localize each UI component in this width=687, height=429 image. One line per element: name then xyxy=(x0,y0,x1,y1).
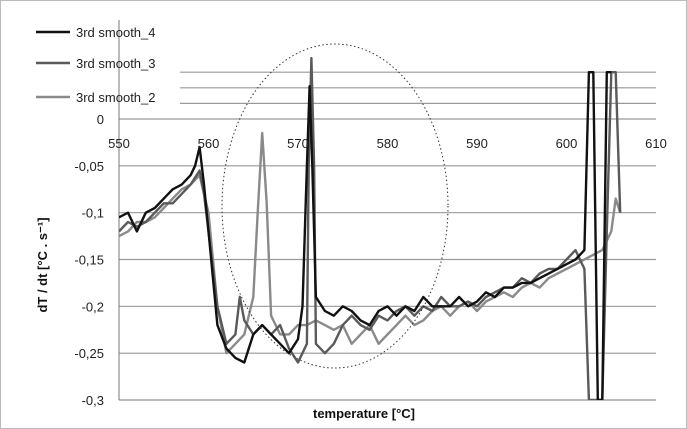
y-axis-title: dT / dt [°C . s⁻¹] xyxy=(35,217,50,312)
y-tick-label: -0,25 xyxy=(74,346,104,361)
y-tick-label: -0,15 xyxy=(74,253,104,268)
x-axis-title: temperature [°C] xyxy=(313,406,415,421)
y-tick-label: -0,05 xyxy=(74,159,104,174)
x-tick-label: 590 xyxy=(466,136,488,151)
x-tick-label: 610 xyxy=(645,136,667,151)
x-tick-label: 560 xyxy=(198,136,220,151)
legend-label: 3rd smooth_4 xyxy=(76,25,156,40)
legend-label: 3rd smooth_2 xyxy=(76,90,156,105)
x-tick-label: 570 xyxy=(287,136,309,151)
x-tick-label: 550 xyxy=(108,136,130,151)
x-tick-label: 600 xyxy=(556,136,578,151)
y-tick-label: 0 xyxy=(97,112,104,127)
series-lines xyxy=(119,56,622,400)
axes xyxy=(118,20,656,401)
y-tick-label: -0,2 xyxy=(82,299,104,314)
legend: 3rd smooth_4 3rd smooth_3 3rd smooth_2 xyxy=(36,25,156,105)
legend-label: 3rd smooth_3 xyxy=(76,56,156,71)
tick-labels: 550 560 570 580 590 600 610 0 -0,05 -0,1 -0,15 -0,2… xyxy=(74,112,666,408)
y-tick-label: -0,3 xyxy=(82,393,104,408)
y-tick-label: -0,1 xyxy=(82,206,104,221)
series-line-1 xyxy=(119,71,612,400)
x-tick-label: 580 xyxy=(377,136,399,151)
highlight-ellipse xyxy=(221,43,449,369)
